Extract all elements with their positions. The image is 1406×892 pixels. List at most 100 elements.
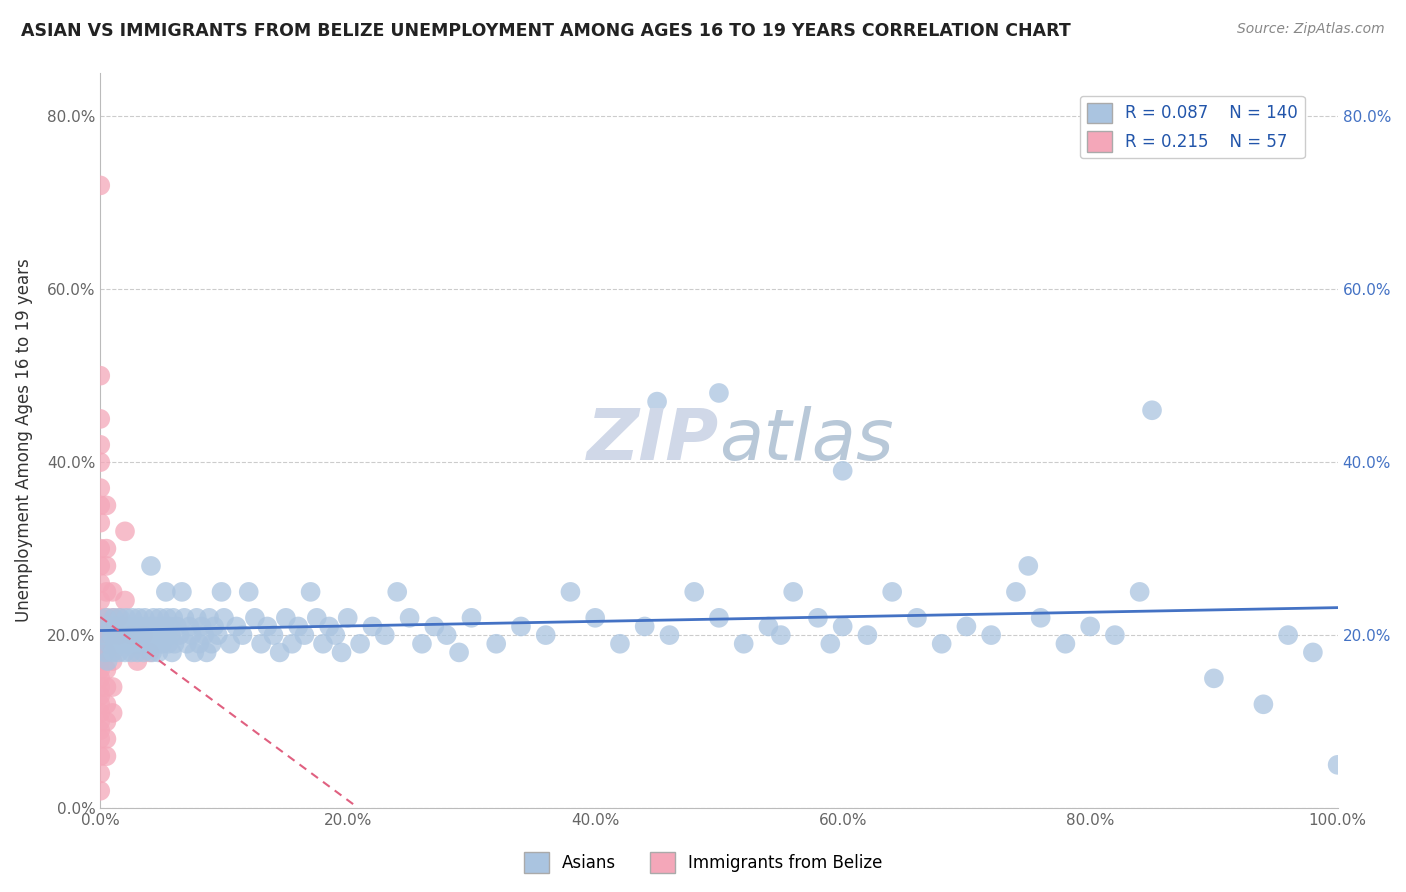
Point [96, 628, 118, 642]
Point [114, 593, 136, 607]
Point [169, 628, 191, 642]
Point [89, 671, 111, 685]
Point [769, 628, 792, 642]
Point [122, 637, 145, 651]
Point [609, 637, 631, 651]
Point [148, 645, 170, 659]
Point [179, 619, 201, 633]
Point [758, 619, 780, 633]
Point [120, 628, 142, 642]
Point [141, 645, 163, 659]
Text: ASIAN VS IMMIGRANTS FROM BELIZE UNEMPLOYMENT AMONG AGES 16 TO 19 YEARS CORRELATI: ASIAN VS IMMIGRANTS FROM BELIZE UNEMPLOY… [21, 22, 1071, 40]
Point [1005, 585, 1028, 599]
Point [108, 645, 131, 659]
Point [387, 585, 409, 599]
Point [89, 368, 111, 383]
Point [96, 698, 118, 712]
Point [176, 637, 198, 651]
Point [89, 723, 111, 738]
Point [485, 637, 508, 651]
Point [96, 663, 118, 677]
Point [219, 637, 242, 651]
Point [127, 654, 149, 668]
Point [173, 611, 195, 625]
Point [299, 585, 322, 599]
Point [1140, 403, 1163, 417]
Text: atlas: atlas [718, 406, 894, 475]
Point [534, 628, 557, 642]
Point [398, 611, 420, 625]
Point [98, 619, 121, 633]
Point [96, 541, 118, 556]
Point [250, 637, 273, 651]
Point [96, 645, 118, 659]
Point [96, 558, 118, 573]
Point [188, 637, 211, 651]
Point [423, 619, 446, 633]
Point [243, 611, 266, 625]
Point [134, 611, 156, 625]
Point [101, 654, 124, 668]
Point [1277, 628, 1299, 642]
Point [153, 628, 176, 642]
Point [114, 524, 136, 539]
Point [931, 637, 953, 651]
Point [159, 628, 181, 642]
Point [256, 619, 278, 633]
Point [124, 619, 146, 633]
Point [183, 645, 205, 659]
Point [115, 611, 138, 625]
Point [89, 689, 111, 703]
Point [96, 499, 118, 513]
Point [336, 611, 359, 625]
Point [281, 637, 304, 651]
Point [117, 637, 139, 651]
Point [707, 386, 730, 401]
Point [460, 611, 482, 625]
Point [89, 499, 111, 513]
Point [89, 784, 111, 798]
Point [94, 645, 117, 659]
Point [91, 628, 114, 642]
Point [195, 645, 218, 659]
Point [127, 645, 149, 659]
Point [1078, 619, 1101, 633]
Point [121, 611, 143, 625]
Point [100, 628, 122, 642]
Point [89, 680, 111, 694]
Point [202, 619, 225, 633]
Point [190, 619, 212, 633]
Point [139, 628, 162, 642]
Point [101, 680, 124, 694]
Point [160, 645, 183, 659]
Point [211, 585, 233, 599]
Point [1017, 558, 1039, 573]
Point [312, 637, 335, 651]
Point [232, 628, 254, 642]
Point [201, 637, 224, 651]
Point [1029, 611, 1052, 625]
Point [856, 628, 879, 642]
Legend: R = 0.087    N = 140, R = 0.215    N = 57: R = 0.087 N = 140, R = 0.215 N = 57 [1080, 96, 1305, 159]
Point [131, 628, 153, 642]
Point [108, 611, 131, 625]
Point [139, 645, 162, 659]
Point [89, 455, 111, 469]
Point [105, 619, 128, 633]
Point [305, 611, 328, 625]
Point [129, 619, 152, 633]
Point [143, 637, 166, 651]
Point [145, 619, 167, 633]
Point [238, 585, 260, 599]
Point [156, 611, 179, 625]
Point [162, 611, 184, 625]
Point [108, 611, 131, 625]
Point [1326, 757, 1348, 772]
Point [96, 611, 118, 625]
Point [361, 619, 384, 633]
Legend: Asians, Immigrants from Belize: Asians, Immigrants from Belize [517, 846, 889, 880]
Point [198, 611, 221, 625]
Point [170, 585, 193, 599]
Point [225, 619, 247, 633]
Point [374, 628, 396, 642]
